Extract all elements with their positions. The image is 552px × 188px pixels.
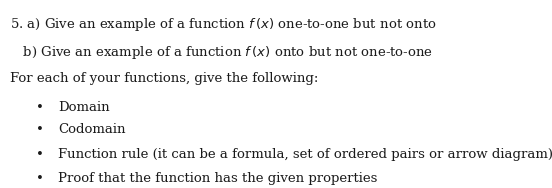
Text: •: • (36, 101, 44, 114)
Text: Proof that the function has the given properties: Proof that the function has the given pr… (58, 172, 378, 185)
Text: Function rule (it can be a formula, set of ordered pairs or arrow diagram): Function rule (it can be a formula, set … (58, 148, 552, 161)
Text: For each of your functions, give the following:: For each of your functions, give the fol… (10, 72, 319, 85)
Text: b) Give an example of a function $f\,(x)$ onto but not one-to-one: b) Give an example of a function $f\,(x)… (10, 44, 433, 61)
Text: Domain: Domain (58, 101, 110, 114)
Text: •: • (36, 148, 44, 161)
Text: Codomain: Codomain (58, 123, 125, 136)
Text: •: • (36, 172, 44, 185)
Text: 5. a) Give an example of a function $f\,(x)$ one-to-one but not onto: 5. a) Give an example of a function $f\,… (10, 16, 437, 33)
Text: •: • (36, 123, 44, 136)
